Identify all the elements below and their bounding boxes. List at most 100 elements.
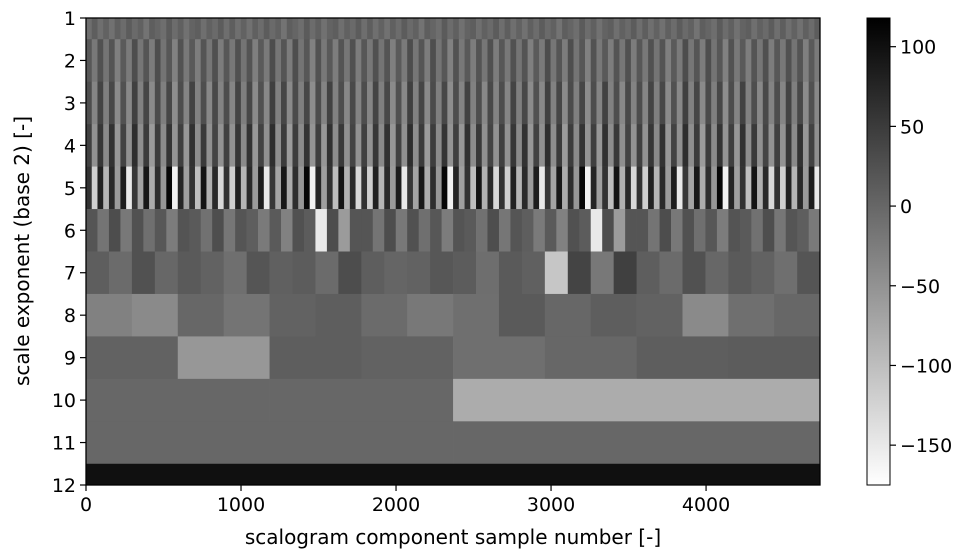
heatmap-cell: [676, 81, 683, 125]
heatmap-cell: [183, 18, 190, 40]
heatmap-cell: [493, 166, 500, 210]
heatmap-cell: [797, 166, 804, 210]
heatmap-cell: [814, 39, 821, 83]
heatmap-cell: [286, 18, 293, 40]
heatmap-cell: [407, 18, 414, 40]
heatmap-cell: [384, 124, 391, 167]
heatmap-cell: [648, 124, 655, 167]
heatmap-cell: [539, 124, 546, 167]
heatmap-cell: [453, 251, 477, 295]
heatmap-cell: [143, 209, 156, 252]
heatmap-cell: [659, 251, 683, 295]
heatmap-cell: [688, 18, 695, 40]
heatmap-cell: [143, 166, 150, 210]
heatmap-cell: [498, 166, 506, 210]
colorbar-tick-label: 100: [900, 37, 936, 59]
heatmap-cell: [630, 81, 637, 125]
heatmap-cell: [602, 18, 609, 40]
heatmap-cell: [579, 18, 586, 40]
heatmap-cell: [303, 209, 316, 252]
heatmap-cell: [642, 81, 649, 125]
heatmap-cell: [395, 166, 402, 210]
heatmap-cell: [401, 124, 408, 167]
heatmap-cell: [143, 39, 150, 83]
heatmap-cell: [521, 166, 528, 210]
heatmap-cell: [338, 166, 345, 210]
heatmap-cell: [510, 166, 517, 210]
heatmap-cell: [762, 209, 775, 252]
heatmap-cell: [676, 124, 683, 167]
heatmap-cell: [607, 81, 615, 125]
heatmap-cell: [103, 81, 110, 125]
heatmap-cell: [86, 293, 133, 337]
heatmap-cell: [619, 81, 626, 125]
heatmap-cell: [739, 81, 746, 125]
heatmap-cell: [774, 39, 781, 83]
heatmap-cell: [332, 166, 339, 210]
heatmap-cell: [332, 18, 339, 40]
heatmap-cell: [498, 124, 506, 167]
heatmap-cell: [246, 18, 253, 40]
heatmap-cell: [361, 293, 408, 337]
heatmap-cell: [441, 166, 448, 210]
heatmap-cell: [154, 39, 161, 83]
heatmap-cell: [126, 124, 133, 167]
heatmap-cell: [435, 39, 442, 83]
heatmap-cell: [539, 166, 546, 210]
heatmap-cell: [665, 39, 672, 83]
heatmap-cell: [281, 166, 288, 210]
heatmap-cell: [802, 18, 810, 40]
plot-frame: [85, 17, 821, 486]
heatmap-cell: [768, 166, 775, 210]
heatmap-cell: [430, 39, 437, 83]
heatmap-cell: [189, 166, 196, 210]
heatmap-cell: [693, 81, 701, 125]
heatmap-cell: [774, 166, 781, 210]
heatmap-cell: [613, 18, 620, 40]
heatmap-cell: [814, 18, 821, 40]
heatmap-cell: [785, 39, 792, 83]
heatmap-cell: [303, 81, 311, 125]
heatmap-cell: [590, 251, 615, 295]
heatmap-cell: [573, 81, 580, 125]
heatmap-cell: [630, 166, 637, 210]
heatmap-cell: [493, 124, 500, 167]
heatmap-cell: [533, 166, 540, 210]
heatmap-cell: [487, 209, 500, 252]
heatmap-cell: [172, 81, 179, 125]
heatmap-cell: [412, 81, 420, 125]
heatmap-cell: [298, 124, 305, 167]
heatmap-cell: [286, 39, 293, 83]
heatmap-cell: [556, 39, 563, 83]
heatmap-cell: [791, 81, 798, 125]
heatmap-cell: [585, 166, 592, 210]
heatmap-cell: [269, 209, 282, 252]
heatmap-cell: [86, 421, 454, 465]
heatmap-cell: [642, 39, 649, 83]
heatmap-cell: [567, 81, 574, 125]
heatmap-cell: [476, 18, 483, 40]
heatmap-cell: [114, 166, 121, 210]
heatmap-cell: [326, 209, 339, 252]
heatmap-cell: [315, 81, 322, 125]
heatmap-cell: [424, 81, 431, 125]
heatmap-cell: [711, 124, 718, 167]
heatmap-cell: [550, 39, 557, 83]
heatmap-cell: [240, 81, 247, 125]
heatmap-cell: [476, 39, 483, 83]
heatmap-cell: [384, 251, 408, 295]
heatmap-cell: [642, 124, 649, 167]
heatmap-cell: [177, 209, 190, 252]
heatmap-cell: [745, 124, 752, 167]
heatmap-cell: [745, 18, 752, 40]
heatmap-cell: [200, 251, 224, 295]
heatmap-cell: [544, 336, 637, 380]
heatmap-cell: [160, 39, 167, 83]
heatmap-cell: [344, 124, 351, 167]
heatmap-cell: [785, 81, 792, 125]
heatmap-cell: [711, 81, 718, 125]
heatmap-cell: [630, 124, 637, 167]
heatmap-cell: [217, 81, 225, 125]
heatmap-cell: [653, 18, 660, 40]
